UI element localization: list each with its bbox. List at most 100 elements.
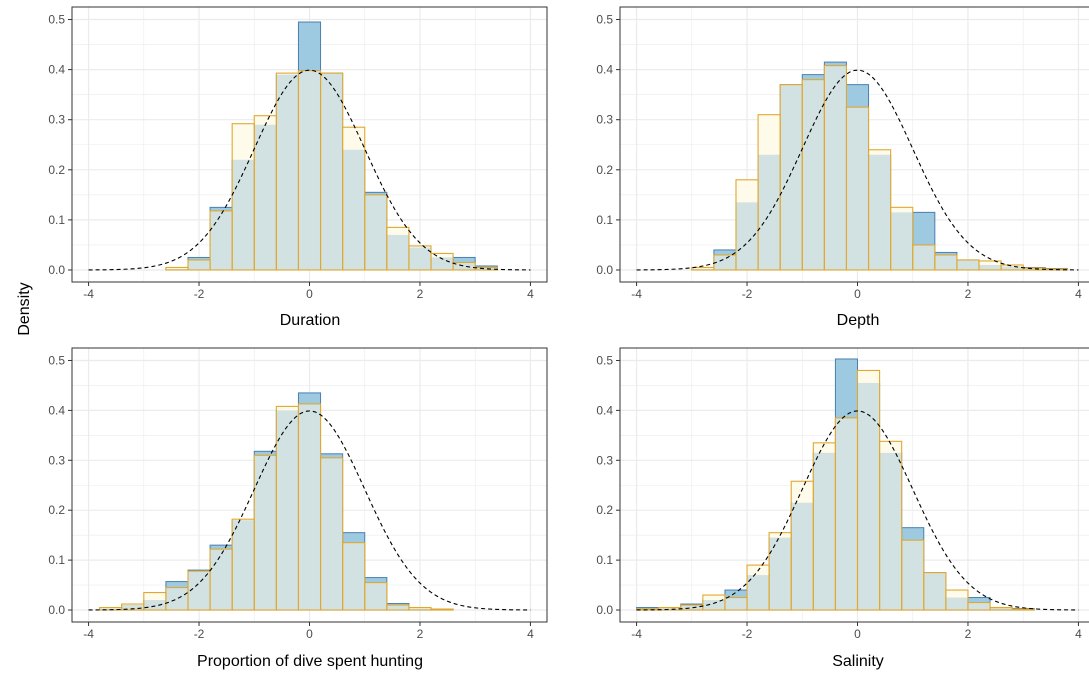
x-tick-label: -2 <box>742 287 753 301</box>
x-tick-label: -4 <box>631 287 642 301</box>
histogram-overlap <box>386 234 409 270</box>
histogram-outline-orange <box>890 206 914 271</box>
histogram-overlap <box>835 417 858 611</box>
x-tick-label: 2 <box>417 627 424 641</box>
histogram-outline-orange <box>967 601 991 611</box>
histogram-overlap <box>408 247 432 270</box>
histogram-overlap <box>990 607 1013 611</box>
histogram-overlap <box>342 149 365 270</box>
y-tick-label: 0.1 <box>48 553 65 567</box>
x-tick-label: 0 <box>854 287 861 301</box>
histogram-outline-orange <box>430 252 454 271</box>
x-tick-label: -2 <box>194 287 205 301</box>
histogram-overlap <box>846 107 869 270</box>
histogram-overlap <box>276 74 299 270</box>
histogram-overlap <box>364 194 387 270</box>
y-tick-label: 0.5 <box>48 353 65 367</box>
y-tick-label: 0.5 <box>48 13 65 27</box>
x-tick-label: 4 <box>527 627 534 641</box>
y-tick-label: 0.0 <box>48 603 65 617</box>
x-axis-title: Depth <box>837 312 880 329</box>
y-tick-label: 0.0 <box>596 603 613 617</box>
histogram-panel-depth: Depth -4 -2 0 2 4 0.0 0.1 0.2 0.3 0.4 0.5 <box>596 6 1089 329</box>
y-tick-label: 0.5 <box>596 13 613 27</box>
histogram-overlap <box>758 154 781 270</box>
histogram-overlap <box>431 257 454 270</box>
x-tick-label: -4 <box>83 627 94 641</box>
histogram-panel-duration: Duration -4 -2 0 2 4 0.0 0.1 0.2 0.3 0.4 0.5 <box>48 6 548 329</box>
y-tick-label: 0.4 <box>48 63 65 77</box>
histogram-overlap <box>475 267 498 270</box>
y-tick-label: 0.5 <box>596 353 613 367</box>
histogram-overlap <box>232 159 255 270</box>
y-tick-label: 0.2 <box>596 503 613 517</box>
histogram-overlap <box>791 502 814 611</box>
y-tick-label: 0.0 <box>48 263 65 277</box>
histogram-outline-orange <box>319 457 344 611</box>
y-tick-label: 0.1 <box>596 553 613 567</box>
normal-density-curve <box>636 410 1079 611</box>
histogram-overlap <box>453 262 476 270</box>
histogram-overlap <box>187 571 211 611</box>
histogram-overlap <box>143 600 166 611</box>
histogram-overlap <box>187 259 211 270</box>
histogram-panel-proportion-hunting: Proportion of dive spent hunting -4 -2 0 2 4… <box>48 347 548 670</box>
x-tick-label: 2 <box>965 287 972 301</box>
histogram-overlap <box>713 254 736 270</box>
histogram-overlap <box>802 79 825 270</box>
histogram-overlap <box>680 605 703 611</box>
histogram-overlap <box>298 70 321 270</box>
x-tick-label: 4 <box>527 287 534 301</box>
x-axis-title: Salinity <box>832 653 884 670</box>
histogram-overlap <box>254 124 277 270</box>
x-tick-label: 2 <box>965 627 972 641</box>
histogram-panel-salinity: Salinity -4 -2 0 2 4 0.0 0.1 0.2 0.3 0.4 0.5 <box>596 347 1089 670</box>
histogram-overlap <box>747 575 770 611</box>
histogram-outline-orange <box>879 440 903 611</box>
histogram-outline-orange <box>430 608 454 611</box>
histogram-outline-orange <box>945 589 969 611</box>
x-tick-label: -2 <box>194 627 205 641</box>
histogram-overlap <box>857 382 880 611</box>
y-tick-label: 0.3 <box>596 453 613 467</box>
histogram-overlap <box>1023 267 1046 270</box>
histogram-overlap <box>320 457 343 611</box>
histogram-overlap <box>342 542 365 611</box>
x-axis-title: Proportion of dive spent hunting <box>197 653 423 670</box>
y-tick-label: 0.2 <box>596 163 613 177</box>
y-tick-label: 0.1 <box>48 213 65 227</box>
histogram-outline-orange <box>474 266 498 271</box>
histogram-overlap <box>912 244 935 270</box>
y-tick-label: 0.4 <box>596 63 613 77</box>
y-tick-label: 0.0 <box>596 263 613 277</box>
y-tick-label: 0.3 <box>596 113 613 127</box>
histogram-overlap <box>868 154 891 270</box>
histogram-overlap <box>702 600 725 611</box>
histogram-overlap <box>890 212 913 270</box>
histogram-overlap <box>408 608 432 611</box>
y-tick-label: 0.1 <box>596 213 613 227</box>
histogram-overlap <box>232 520 255 611</box>
histogram-overlap <box>254 455 277 611</box>
histogram-overlap <box>320 73 343 270</box>
x-tick-label: 4 <box>1075 287 1082 301</box>
x-tick-label: 4 <box>1075 627 1082 641</box>
histogram-overlap <box>879 452 902 611</box>
histogram-overlap <box>658 607 681 611</box>
histogram-overlap <box>735 202 759 270</box>
histogram-overlap <box>901 540 924 611</box>
histogram-outline-orange <box>342 542 366 611</box>
y-tick-label: 0.3 <box>48 113 65 127</box>
histogram-overlap <box>824 65 847 270</box>
x-tick-label: -4 <box>631 627 642 641</box>
histogram-overlap <box>210 210 233 270</box>
x-tick-label: 2 <box>417 287 424 301</box>
histogram-overlap <box>724 597 748 611</box>
histogram-overlap <box>956 259 980 270</box>
histogram-overlap <box>923 572 946 611</box>
y-axis-title: Density <box>16 282 33 335</box>
histogram-overlap <box>298 403 321 611</box>
x-tick-label: -4 <box>83 287 94 301</box>
histogram-overlap <box>210 549 233 611</box>
